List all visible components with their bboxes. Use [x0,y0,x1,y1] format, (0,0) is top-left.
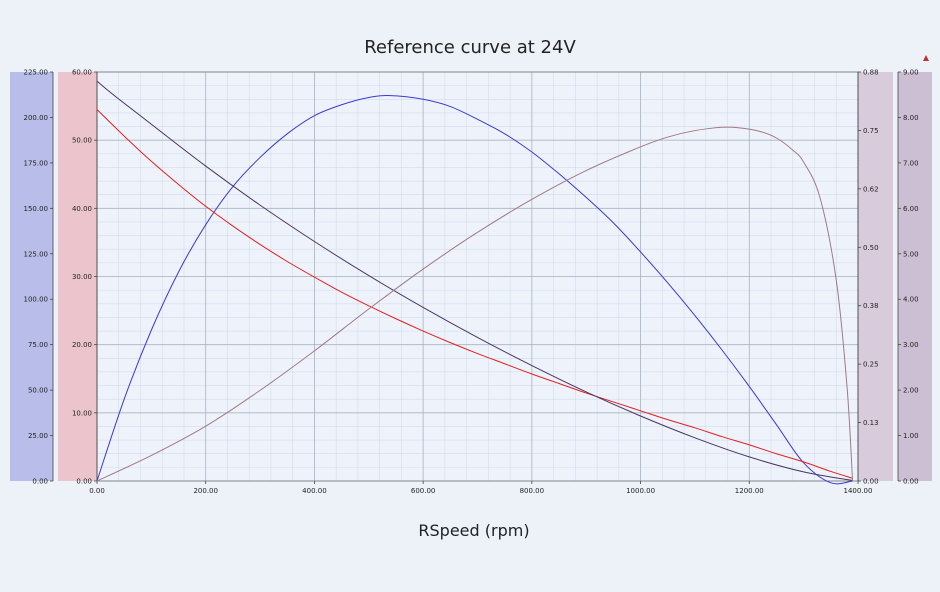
x-tick-label: 200.00 [193,487,218,495]
y-tick-label: 50.00 [72,137,92,145]
x-tick-label: 1000.00 [626,487,655,495]
axis-strip-mauve_axis_2 [898,72,932,481]
y-tick-label: 225.00 [24,69,49,77]
y-tick-label: 60.00 [72,69,92,77]
x-axis-label: RSpeed (rpm) [418,521,529,540]
y-tick-label: 9.00 [903,69,919,77]
y-tick-label: 0.25 [863,361,879,369]
x-tick-label: 1200.00 [735,487,764,495]
y-tick-label: 8.00 [903,114,919,122]
y-tick-label: 75.00 [28,341,48,349]
series-line-4 [96,126,854,482]
y-tick-label: 3.00 [903,341,919,349]
y-tick-label: 0.62 [863,185,879,193]
axis-strip-red_axis [58,72,97,481]
y-tick-label: 30.00 [72,273,92,281]
y-tick-label: 125.00 [24,250,49,258]
y-tick-label: 2.00 [903,387,919,395]
y-tick-label: 0.75 [863,127,879,135]
y-tick-label: 100.00 [24,296,49,304]
chart-background [10,71,932,482]
series-group [96,80,854,485]
x-tick-label: 1400.00 [844,487,873,495]
y-tick-label: 10.00 [72,409,92,417]
y-tick-label: 6.00 [903,205,919,213]
y-axis-red_axis: 0.00 10.00 20.00 30.00 40.00 50.00 60.00 [72,69,98,486]
y-tick-label: 25.00 [28,432,48,440]
y-axis-blue_axis: 0.00 25.00 50.00 75.00 100.00 125.00 150.00 175… [24,69,54,486]
scroll-up-arrow-icon[interactable] [923,55,929,61]
y-tick-label: 0.88 [863,69,879,77]
y-tick-label: 50.00 [28,387,48,395]
y-tick-label: 0.00 [863,478,879,486]
y-tick-label: 4.00 [903,296,919,304]
y-tick-label: 0.00 [32,478,48,486]
y-tick-label: 7.00 [903,159,919,167]
y-tick-label: 20.00 [72,341,92,349]
y-tick-label: 0.13 [863,419,879,427]
axis-strip-mauve_axis_1 [858,72,893,481]
series-line-2 [96,109,853,479]
x-tick-label: 400.00 [302,487,327,495]
x-tick-label: 600.00 [411,487,436,495]
chart-title: Reference curve at 24V [364,37,576,58]
y-tick-label: 200.00 [24,114,49,122]
series-line-3 [96,80,853,482]
y-tick-label: 5.00 [903,250,919,258]
y-tick-label: 0.00 [76,478,92,486]
x-tick-label: 800.00 [520,487,545,495]
y-tick-label: 175.00 [24,159,49,167]
y-axis-mauve_axis_2: 0.00 1.00 2.00 3.00 4.00 5.00 6.00 7.00 8.00 9.00 [897,69,919,486]
y-axis-mauve_axis_1: 0.00 0.13 0.25 0.38 0.50 0.62 0.75 0.88 [857,69,879,486]
y-tick-label: 0.50 [863,244,879,252]
y-tick-label: 1.00 [903,432,919,440]
y-tick-label: 0.00 [903,478,919,486]
y-tick-label: 150.00 [24,205,49,213]
y-tick-label: 40.00 [72,205,92,213]
x-tick-label: 0.00 [89,487,105,495]
axis-strip-blue_axis [10,72,53,481]
x-axis: 0.00 200.00 400.00 600.00 800.00 1000.00 1200.… [89,481,872,495]
y-tick-label: 0.38 [863,302,879,310]
